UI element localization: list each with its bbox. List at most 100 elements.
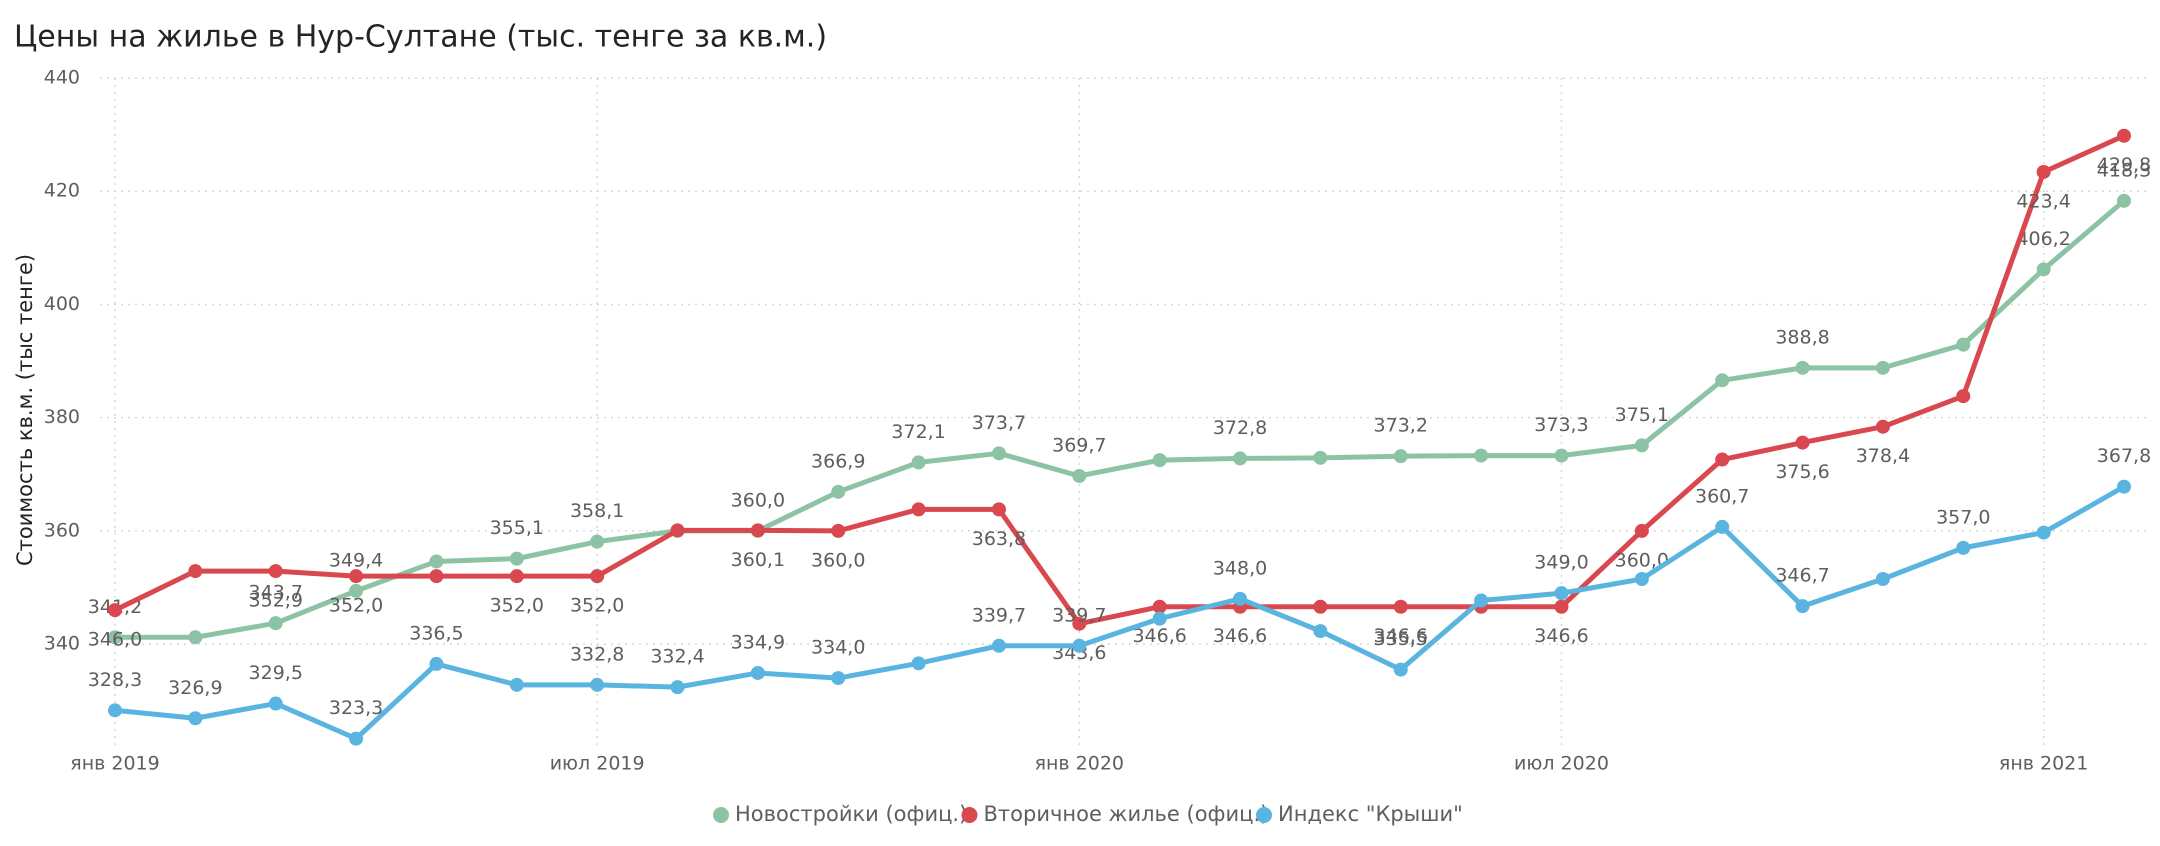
point [429,554,444,569]
point [188,630,203,645]
point [1715,373,1730,388]
data-label: 418,3 [2097,159,2151,181]
point [1715,452,1730,467]
point [670,680,685,695]
point [1634,438,1649,453]
data-label: 373,7 [972,412,1026,434]
data-label: 388,8 [1775,326,1829,348]
point [2117,479,2131,494]
point [1795,435,1810,450]
data-label: 429,8 [2097,154,2151,176]
data-label: 375,1 [1615,404,1669,426]
point [750,523,765,538]
data-label: 348,0 [1213,557,1267,579]
point [268,616,283,631]
point [1956,337,1971,352]
data-label: 346,6 [1213,625,1267,647]
data-label: 349,4 [329,549,383,571]
data-label: 372,8 [1213,417,1267,439]
y-tick-label: 380 [44,406,80,428]
point [1233,451,1248,466]
point [831,484,846,499]
point [1554,448,1569,463]
point [1393,449,1408,464]
legend-swatch [713,807,729,823]
point [1152,599,1167,614]
point [1715,519,1730,534]
point [1393,662,1408,677]
data-label: 336,5 [409,622,463,644]
point [1554,586,1569,601]
chart-title: Цены на жилье в Нур-Султане (тыс. тенге … [14,20,827,55]
data-label: 355,1 [490,517,544,539]
point [1875,360,1890,375]
data-label: 360,1 [731,549,785,571]
data-label: 360,0 [811,549,865,571]
data-label: 378,4 [1856,445,1910,467]
point [590,569,605,584]
point [1554,599,1569,614]
legend-label: Новостройки (офиц.) [735,802,967,826]
point [2036,525,2051,540]
data-label: 366,9 [811,450,865,472]
data-label: 406,2 [2016,228,2070,250]
point [1072,638,1087,653]
point [108,703,122,718]
point [1875,419,1890,434]
point [1634,572,1649,586]
data-label: 323,3 [329,697,383,719]
point [750,665,765,680]
data-label: 423,4 [2016,190,2070,212]
data-label: 346,0 [88,629,142,651]
y-axis-label: Стоимость кв.м. (тыс тенге) [13,254,37,566]
series-line [115,198,2126,640]
data-label: 349,0 [1534,552,1588,574]
point [1313,624,1328,639]
data-label: 346,6 [1132,625,1186,647]
data-label: 367,8 [2097,445,2151,467]
y-tick-label: 440 [44,67,80,89]
data-label: 375,6 [1775,461,1829,483]
series-line [113,133,2126,627]
point [509,551,524,566]
y-tick-label: 400 [44,293,80,315]
y-tick-label: 420 [44,180,80,202]
point [1313,599,1328,614]
data-label: 369,7 [1052,434,1106,456]
data-label: 339,7 [972,604,1026,626]
data-label: 346,7 [1775,565,1829,587]
x-tick-label: янв 2020 [1035,753,1124,775]
data-label: 352,0 [490,595,544,617]
point [429,656,444,671]
data-label: 372,1 [891,421,945,443]
point [509,569,524,584]
point [991,502,1006,517]
point [831,671,846,686]
legend-label: Вторичное жилье (офиц.) [984,802,1269,826]
x-tick-label: июл 2020 [1514,753,1609,775]
point [1152,453,1167,468]
data-label: 346,6 [1374,625,1428,647]
data-label: 343,7 [249,582,303,604]
data-label: 352,9 [249,590,303,612]
series-line [114,484,2126,742]
point [1956,540,1971,555]
point [1795,599,1810,614]
y-tick-label: 360 [44,519,80,541]
point [2117,128,2131,143]
data-label: 360,0 [1615,549,1669,571]
data-label: 332,8 [570,643,624,665]
legend-swatch [961,807,978,823]
y-tick-label: 340 [44,633,80,655]
point [188,711,203,726]
point [1875,572,1890,586]
point [1152,611,1167,626]
point [590,534,605,549]
point [2036,164,2051,179]
point [1072,616,1087,631]
data-label: 352,0 [329,595,383,617]
point [108,603,122,618]
point [2036,262,2051,277]
point [1072,468,1087,483]
